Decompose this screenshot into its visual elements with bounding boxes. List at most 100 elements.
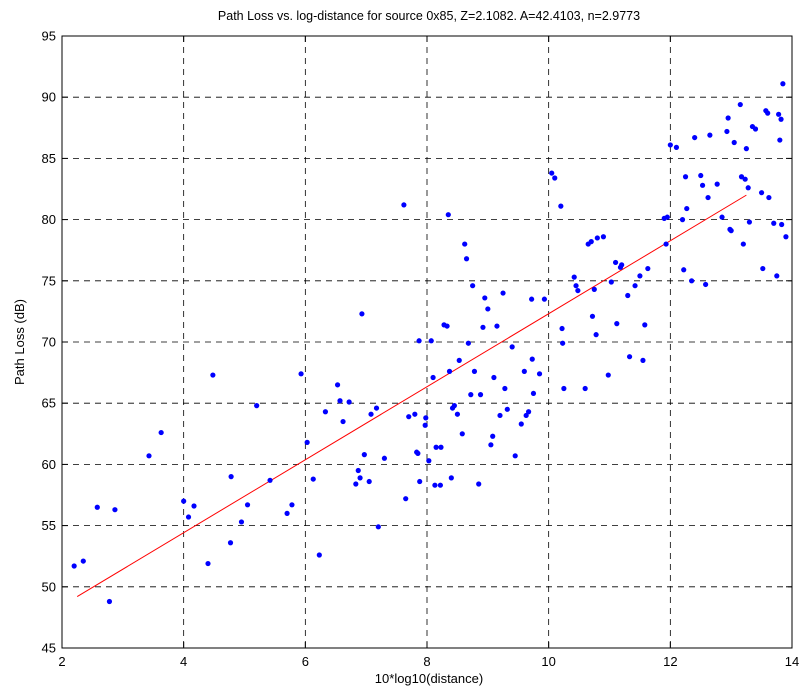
data-point (593, 332, 599, 338)
data-point (588, 239, 594, 245)
fit-line-group (76, 194, 747, 598)
data-point (714, 181, 720, 187)
data-point (80, 558, 86, 564)
data-point (692, 134, 698, 141)
y-tick-label: 45 (42, 641, 56, 656)
data-point (512, 453, 518, 459)
data-point (465, 340, 471, 346)
data-point (573, 283, 579, 289)
data-point (437, 482, 443, 488)
data-point (476, 481, 482, 487)
data-point (244, 502, 251, 508)
data-point (765, 110, 771, 116)
data-point (742, 176, 748, 182)
data-point (771, 220, 777, 226)
data-point (381, 455, 388, 461)
data-point (106, 598, 113, 605)
data-point (582, 385, 588, 392)
data-point (719, 214, 725, 220)
data-point (158, 429, 164, 436)
data-point (416, 338, 422, 344)
data-point (254, 403, 260, 409)
y-axis-label: Path Loss (dB) (12, 299, 27, 385)
x-tick-label: 12 (663, 654, 677, 669)
data-point (509, 344, 515, 350)
data-point (541, 296, 548, 302)
data-point (361, 452, 367, 458)
x-tick-label: 10 (541, 654, 555, 669)
grid (62, 36, 792, 648)
data-point (459, 431, 465, 437)
data-point (444, 323, 450, 329)
data-point (703, 281, 709, 288)
data-point (433, 444, 439, 450)
data-point (504, 406, 510, 412)
data-point (497, 412, 503, 419)
data-point (488, 442, 494, 448)
data-point (146, 453, 152, 459)
data-point (185, 514, 192, 520)
data-point (485, 306, 491, 312)
data-point (406, 414, 412, 420)
data-point (456, 357, 462, 363)
y-tick-label: 55 (42, 518, 56, 533)
data-point (728, 228, 734, 234)
data-point (752, 126, 759, 132)
data-point (284, 510, 290, 516)
data-point (589, 313, 596, 319)
data-point (471, 368, 478, 374)
data-point (191, 503, 197, 509)
y-tick-label: 50 (42, 579, 56, 594)
data-point (355, 467, 361, 474)
data-point (316, 552, 322, 558)
data-point (783, 234, 789, 240)
y-tick-label: 75 (42, 273, 56, 288)
data-point (664, 214, 670, 220)
data-point (698, 172, 704, 179)
x-tick-label: 2 (58, 654, 65, 669)
data-point (289, 502, 295, 508)
data-point (594, 235, 600, 241)
plot-frame (61, 35, 793, 649)
data-point (536, 371, 543, 377)
data-point (227, 540, 234, 546)
data-point (462, 241, 468, 247)
data-point (417, 478, 423, 485)
data-point (746, 219, 753, 225)
data-point (482, 295, 488, 301)
data-point (359, 311, 365, 317)
data-point (780, 81, 786, 87)
data-point (523, 412, 529, 419)
data-point (642, 322, 648, 328)
data-point (731, 139, 737, 146)
data-point (412, 411, 418, 417)
data-point (530, 390, 537, 397)
data-point (682, 174, 689, 180)
data-point (740, 241, 746, 247)
data-point (549, 170, 555, 176)
data-point (699, 182, 706, 188)
data-point (205, 560, 211, 567)
data-point (375, 524, 381, 530)
data-point (181, 498, 187, 504)
data-point (112, 507, 118, 513)
y-tick-label: 60 (42, 457, 56, 472)
data-point (625, 292, 631, 299)
data-point (529, 296, 535, 302)
data-point (560, 340, 566, 346)
data-point (525, 409, 532, 415)
data-point (605, 372, 611, 378)
y-tick-label: 95 (42, 29, 56, 44)
data-point (779, 221, 785, 228)
data-point (637, 273, 643, 279)
data-point (591, 286, 597, 292)
data-point (561, 385, 567, 392)
data-point (738, 174, 745, 180)
data-point (438, 444, 444, 450)
data-point (614, 321, 620, 327)
data-point (304, 439, 310, 445)
data-point (559, 325, 565, 332)
data-point (430, 374, 436, 381)
data-point (673, 144, 680, 150)
